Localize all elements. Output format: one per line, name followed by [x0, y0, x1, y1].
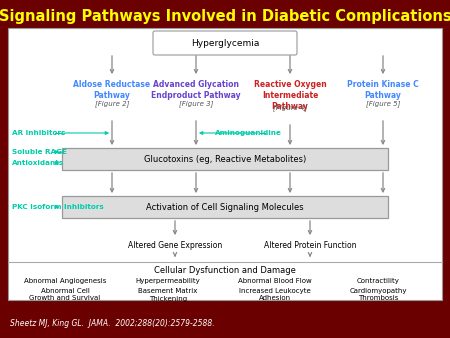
Text: [Figure 3]: [Figure 3] — [179, 100, 213, 107]
Text: Altered Protein Function: Altered Protein Function — [264, 241, 356, 250]
Text: Signaling Pathways Involved in Diabetic Complications: Signaling Pathways Involved in Diabetic … — [0, 8, 450, 24]
Text: PKC Isoform Inhibitors: PKC Isoform Inhibitors — [12, 204, 104, 210]
Text: Activation of Cell Signaling Molecules: Activation of Cell Signaling Molecules — [146, 202, 304, 212]
Text: Sheetz MJ, King GL.  JAMA.  2002;288(20):2579-2588.: Sheetz MJ, King GL. JAMA. 2002;288(20):2… — [10, 319, 215, 329]
FancyBboxPatch shape — [62, 196, 388, 218]
Text: [Figure 2]: [Figure 2] — [95, 100, 129, 107]
Text: Abnormal Angiogenesis: Abnormal Angiogenesis — [24, 278, 106, 284]
Text: AR Inhibitors: AR Inhibitors — [12, 130, 65, 136]
Text: Abnormal Blood Flow: Abnormal Blood Flow — [238, 278, 312, 284]
Text: Hyperpermeability: Hyperpermeability — [135, 278, 200, 284]
Text: Reactive Oxygen
Intermediate
Pathway: Reactive Oxygen Intermediate Pathway — [254, 80, 326, 111]
Text: [Figure 5]: [Figure 5] — [366, 100, 400, 107]
FancyBboxPatch shape — [8, 28, 442, 300]
Text: Abnormal Cell
Growth and Survival: Abnormal Cell Growth and Survival — [29, 288, 101, 301]
FancyBboxPatch shape — [153, 31, 297, 55]
Text: Antioxidants: Antioxidants — [12, 160, 64, 166]
Text: Glucotoxins (eg, Reactive Metabolites): Glucotoxins (eg, Reactive Metabolites) — [144, 154, 306, 164]
Text: Protein Kinase C
Pathway: Protein Kinase C Pathway — [347, 80, 419, 100]
Text: Basement Matrix
Thickening: Basement Matrix Thickening — [138, 288, 198, 301]
Text: Aminoguanidine: Aminoguanidine — [215, 130, 282, 136]
Text: Altered Gene Expression: Altered Gene Expression — [128, 241, 222, 250]
Text: Cellular Dysfunction and Damage: Cellular Dysfunction and Damage — [154, 266, 296, 275]
Text: Aldose Reductase
Pathway: Aldose Reductase Pathway — [73, 80, 151, 100]
Text: Increased Leukocyte
Adhesion: Increased Leukocyte Adhesion — [239, 288, 311, 301]
Text: Advanced Glycation
Endproduct Pathway: Advanced Glycation Endproduct Pathway — [151, 80, 241, 100]
Text: [Figure 4]: [Figure 4] — [273, 104, 307, 111]
Text: Cardiomyopathy
Thrombosis: Cardiomyopathy Thrombosis — [349, 288, 407, 301]
FancyBboxPatch shape — [62, 148, 388, 170]
Text: Contractility: Contractility — [356, 278, 400, 284]
Text: Hyperglycemia: Hyperglycemia — [191, 39, 259, 48]
Text: Soluble RAGE: Soluble RAGE — [12, 149, 67, 155]
